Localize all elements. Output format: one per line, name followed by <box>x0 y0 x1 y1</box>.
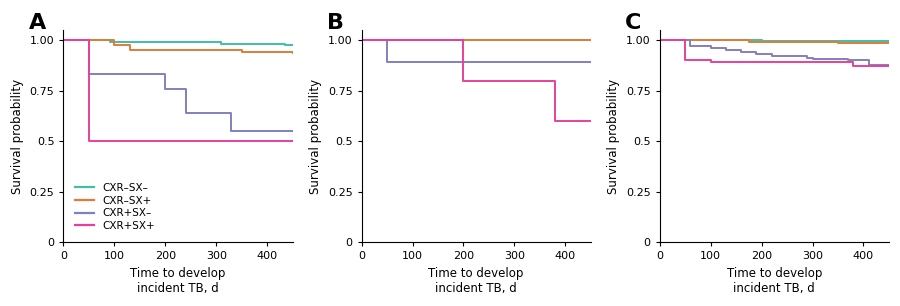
Text: C: C <box>626 13 642 33</box>
Text: A: A <box>29 13 46 33</box>
Legend: CXR–SX–, CXR–SX+, CXR+SX–, CXR+SX+: CXR–SX–, CXR–SX+, CXR+SX–, CXR+SX+ <box>73 181 158 233</box>
X-axis label: Time to develop
incident TB, d: Time to develop incident TB, d <box>428 267 524 295</box>
Y-axis label: Survival probability: Survival probability <box>608 79 620 194</box>
Text: B: B <box>328 13 344 33</box>
Y-axis label: Survival probability: Survival probability <box>310 79 322 194</box>
Y-axis label: Survival probability: Survival probability <box>11 79 24 194</box>
X-axis label: Time to develop
incident TB, d: Time to develop incident TB, d <box>130 267 226 295</box>
X-axis label: Time to develop
incident TB, d: Time to develop incident TB, d <box>726 267 822 295</box>
